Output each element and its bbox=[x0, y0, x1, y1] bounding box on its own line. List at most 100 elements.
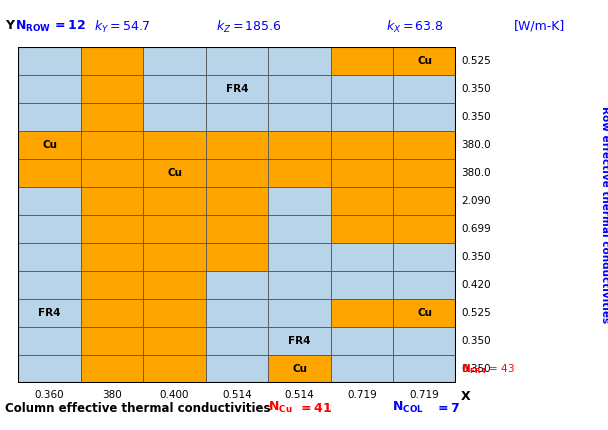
Bar bbox=[206, 243, 268, 271]
Text: FR4: FR4 bbox=[288, 336, 311, 346]
Text: 0.350: 0.350 bbox=[461, 252, 491, 262]
Text: 2.090: 2.090 bbox=[461, 196, 491, 206]
Text: 0.350: 0.350 bbox=[461, 364, 491, 374]
Bar bbox=[143, 187, 206, 215]
Text: $\mathbf{= 41}$: $\mathbf{= 41}$ bbox=[298, 402, 332, 415]
Text: 380: 380 bbox=[102, 390, 122, 400]
Text: $k_X = 63.8$: $k_X = 63.8$ bbox=[386, 19, 444, 35]
Bar bbox=[143, 215, 206, 243]
Bar bbox=[18, 75, 81, 103]
Bar bbox=[81, 215, 143, 243]
Bar bbox=[393, 75, 456, 103]
Bar bbox=[268, 47, 331, 75]
Text: $k_Y = 54.7$: $k_Y = 54.7$ bbox=[94, 19, 150, 35]
Bar bbox=[81, 47, 143, 75]
Bar bbox=[81, 327, 143, 355]
Text: $\mathbf{N_{FR4}}$ = 43: $\mathbf{N_{FR4}}$ = 43 bbox=[461, 362, 516, 376]
Bar bbox=[206, 47, 268, 75]
Bar bbox=[393, 47, 456, 75]
Text: FR4: FR4 bbox=[38, 308, 61, 318]
Bar bbox=[268, 327, 331, 355]
Bar bbox=[143, 327, 206, 355]
Bar bbox=[18, 131, 81, 159]
Text: 0.350: 0.350 bbox=[461, 84, 491, 94]
Bar bbox=[331, 47, 393, 75]
Bar bbox=[18, 327, 81, 355]
Bar bbox=[143, 159, 206, 187]
Text: Cu: Cu bbox=[417, 56, 432, 66]
Bar bbox=[393, 243, 456, 271]
Text: $\mathbf{= 7}$: $\mathbf{= 7}$ bbox=[435, 402, 460, 415]
Bar bbox=[18, 271, 81, 299]
Text: FR4: FR4 bbox=[226, 84, 249, 94]
Bar bbox=[331, 131, 393, 159]
Text: 0.400: 0.400 bbox=[160, 390, 189, 400]
Bar bbox=[268, 103, 331, 131]
Text: $\mathbf{=12}$: $\mathbf{=12}$ bbox=[52, 19, 85, 32]
Bar bbox=[393, 327, 456, 355]
Bar bbox=[81, 75, 143, 103]
Bar bbox=[206, 103, 268, 131]
Bar bbox=[331, 159, 393, 187]
Bar bbox=[268, 187, 331, 215]
Bar bbox=[268, 243, 331, 271]
Text: Cu: Cu bbox=[292, 364, 307, 374]
Bar bbox=[18, 355, 81, 383]
Bar bbox=[143, 355, 206, 383]
Text: 0.350: 0.350 bbox=[461, 112, 491, 122]
Bar bbox=[331, 243, 393, 271]
Bar bbox=[81, 159, 143, 187]
Bar bbox=[206, 131, 268, 159]
Text: Row effective thermal conductivities: Row effective thermal conductivities bbox=[600, 107, 608, 323]
Bar bbox=[331, 103, 393, 131]
Bar bbox=[331, 271, 393, 299]
Bar bbox=[81, 271, 143, 299]
Text: $k_Z = 185.6$: $k_Z = 185.6$ bbox=[216, 19, 282, 35]
Bar bbox=[331, 299, 393, 327]
Text: 0.719: 0.719 bbox=[410, 390, 440, 400]
Bar bbox=[268, 75, 331, 103]
Bar bbox=[206, 355, 268, 383]
Text: Cu: Cu bbox=[42, 140, 57, 150]
Bar bbox=[81, 103, 143, 131]
Bar bbox=[81, 187, 143, 215]
Text: 0.699: 0.699 bbox=[461, 224, 491, 234]
Bar bbox=[18, 103, 81, 131]
Bar bbox=[268, 299, 331, 327]
Bar bbox=[143, 131, 206, 159]
Bar bbox=[81, 131, 143, 159]
Bar bbox=[393, 131, 456, 159]
Bar bbox=[331, 327, 393, 355]
Text: Y: Y bbox=[5, 19, 14, 32]
Bar bbox=[18, 159, 81, 187]
Bar bbox=[18, 47, 81, 75]
Bar bbox=[18, 187, 81, 215]
Bar bbox=[268, 131, 331, 159]
Bar bbox=[206, 327, 268, 355]
Bar bbox=[143, 271, 206, 299]
Bar bbox=[268, 159, 331, 187]
Text: X: X bbox=[461, 390, 471, 402]
Bar bbox=[18, 243, 81, 271]
Text: Cu: Cu bbox=[167, 168, 182, 178]
Bar bbox=[393, 103, 456, 131]
Bar bbox=[206, 159, 268, 187]
Bar bbox=[81, 243, 143, 271]
Text: 0.719: 0.719 bbox=[347, 390, 377, 400]
Bar bbox=[143, 299, 206, 327]
Bar bbox=[393, 215, 456, 243]
Text: 0.514: 0.514 bbox=[285, 390, 314, 400]
Bar bbox=[268, 355, 331, 383]
Text: Column effective thermal conductivities: Column effective thermal conductivities bbox=[5, 402, 271, 415]
Bar bbox=[393, 355, 456, 383]
Bar bbox=[143, 75, 206, 103]
Text: 380.0: 380.0 bbox=[461, 140, 491, 150]
Bar bbox=[18, 215, 81, 243]
Text: [W/m-K]: [W/m-K] bbox=[514, 19, 565, 32]
Text: $\mathbf{N_{ROW}}$: $\mathbf{N_{ROW}}$ bbox=[15, 19, 51, 34]
Bar bbox=[331, 215, 393, 243]
Bar bbox=[331, 355, 393, 383]
Text: 0.350: 0.350 bbox=[461, 336, 491, 346]
Bar bbox=[393, 187, 456, 215]
Bar bbox=[331, 75, 393, 103]
